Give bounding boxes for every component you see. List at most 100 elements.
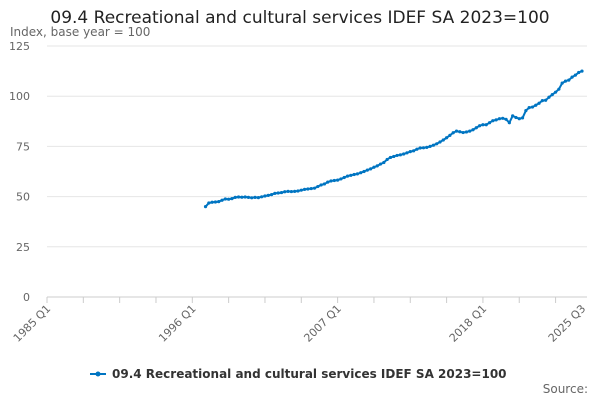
x-tick-label: 2018 Q1 bbox=[447, 302, 490, 345]
data-point bbox=[534, 103, 538, 107]
data-point bbox=[560, 81, 564, 85]
data-point bbox=[273, 191, 277, 195]
data-point bbox=[289, 189, 293, 194]
data-point bbox=[527, 106, 531, 110]
data-point bbox=[302, 187, 307, 191]
data-point bbox=[342, 175, 346, 180]
data-point bbox=[392, 154, 396, 159]
data-point bbox=[408, 150, 412, 154]
data-point bbox=[504, 117, 508, 121]
data-point bbox=[557, 87, 561, 91]
data-point bbox=[431, 143, 435, 147]
data-point bbox=[253, 195, 257, 200]
data-point bbox=[375, 164, 379, 168]
x-tick-label: 2007 Q1 bbox=[301, 302, 344, 345]
data-point bbox=[388, 155, 393, 160]
data-point bbox=[207, 201, 211, 205]
data-point bbox=[293, 189, 297, 193]
data-point bbox=[260, 195, 264, 199]
data-point bbox=[276, 191, 280, 195]
data-point bbox=[336, 178, 340, 182]
data-point bbox=[415, 147, 419, 151]
data-point bbox=[250, 196, 254, 200]
data-point bbox=[359, 171, 363, 175]
data-point bbox=[474, 126, 478, 130]
data-point bbox=[444, 136, 449, 140]
data-point bbox=[236, 195, 241, 199]
data-point bbox=[547, 95, 551, 99]
data-point bbox=[382, 160, 386, 165]
data-point bbox=[461, 130, 465, 135]
data-point bbox=[322, 182, 327, 186]
data-point bbox=[296, 189, 300, 193]
data-point bbox=[319, 183, 323, 187]
x-tick-label: 1996 Q1 bbox=[156, 302, 199, 345]
data-point bbox=[553, 90, 558, 94]
data-point bbox=[306, 187, 310, 191]
data-point bbox=[286, 189, 290, 193]
data-point bbox=[435, 142, 439, 146]
data-point bbox=[266, 193, 270, 197]
data-point bbox=[530, 105, 535, 109]
data-point bbox=[329, 179, 333, 183]
data-point bbox=[471, 128, 475, 132]
data-point bbox=[481, 123, 485, 127]
data-point bbox=[494, 118, 498, 122]
y-tick-label: 100 bbox=[9, 90, 30, 103]
data-point bbox=[233, 195, 237, 200]
data-point bbox=[316, 184, 320, 189]
data-point bbox=[487, 121, 492, 125]
data-point bbox=[220, 198, 224, 202]
data-point bbox=[332, 178, 336, 183]
data-point bbox=[217, 200, 221, 204]
data-point bbox=[458, 130, 462, 134]
data-point bbox=[402, 152, 406, 156]
data-point bbox=[537, 101, 541, 105]
data-point bbox=[210, 200, 214, 204]
data-point bbox=[299, 188, 303, 192]
data-point bbox=[312, 186, 317, 190]
data-point bbox=[544, 98, 548, 102]
data-point bbox=[243, 195, 247, 199]
y-tick-label: 125 bbox=[9, 40, 30, 53]
y-tick-label: 75 bbox=[16, 140, 30, 153]
data-point bbox=[454, 129, 459, 133]
data-point bbox=[468, 129, 472, 133]
data-point bbox=[213, 200, 218, 204]
data-point bbox=[563, 79, 568, 83]
data-point bbox=[520, 116, 525, 120]
data-point bbox=[441, 138, 445, 142]
data-point bbox=[362, 169, 366, 174]
data-point bbox=[279, 190, 284, 195]
y-tick-label: 0 bbox=[23, 291, 30, 304]
x-tick-label: 1985 Q1 bbox=[11, 302, 54, 345]
data-point bbox=[369, 167, 373, 171]
data-point bbox=[448, 133, 452, 137]
data-point bbox=[478, 124, 482, 128]
data-point bbox=[223, 197, 227, 201]
data-point bbox=[326, 180, 330, 184]
data-point bbox=[418, 146, 422, 150]
data-point bbox=[283, 190, 287, 194]
data-point bbox=[339, 177, 343, 181]
data-point bbox=[203, 205, 208, 209]
data-point bbox=[425, 145, 429, 150]
data-point bbox=[580, 69, 584, 73]
data-point bbox=[246, 195, 251, 200]
data-point bbox=[372, 165, 376, 169]
data-point bbox=[524, 109, 528, 113]
data-point bbox=[355, 172, 360, 176]
data-point bbox=[256, 196, 260, 200]
data-point bbox=[428, 144, 432, 148]
data-point bbox=[227, 197, 231, 201]
data-point bbox=[421, 146, 426, 150]
data-point bbox=[411, 149, 416, 153]
data-point bbox=[240, 195, 244, 199]
data-point bbox=[263, 194, 267, 198]
data-point bbox=[395, 153, 399, 158]
data-point bbox=[349, 173, 353, 177]
x-tick-label: 2025 Q3 bbox=[546, 302, 589, 345]
data-point bbox=[398, 153, 402, 157]
data-point bbox=[230, 197, 234, 201]
